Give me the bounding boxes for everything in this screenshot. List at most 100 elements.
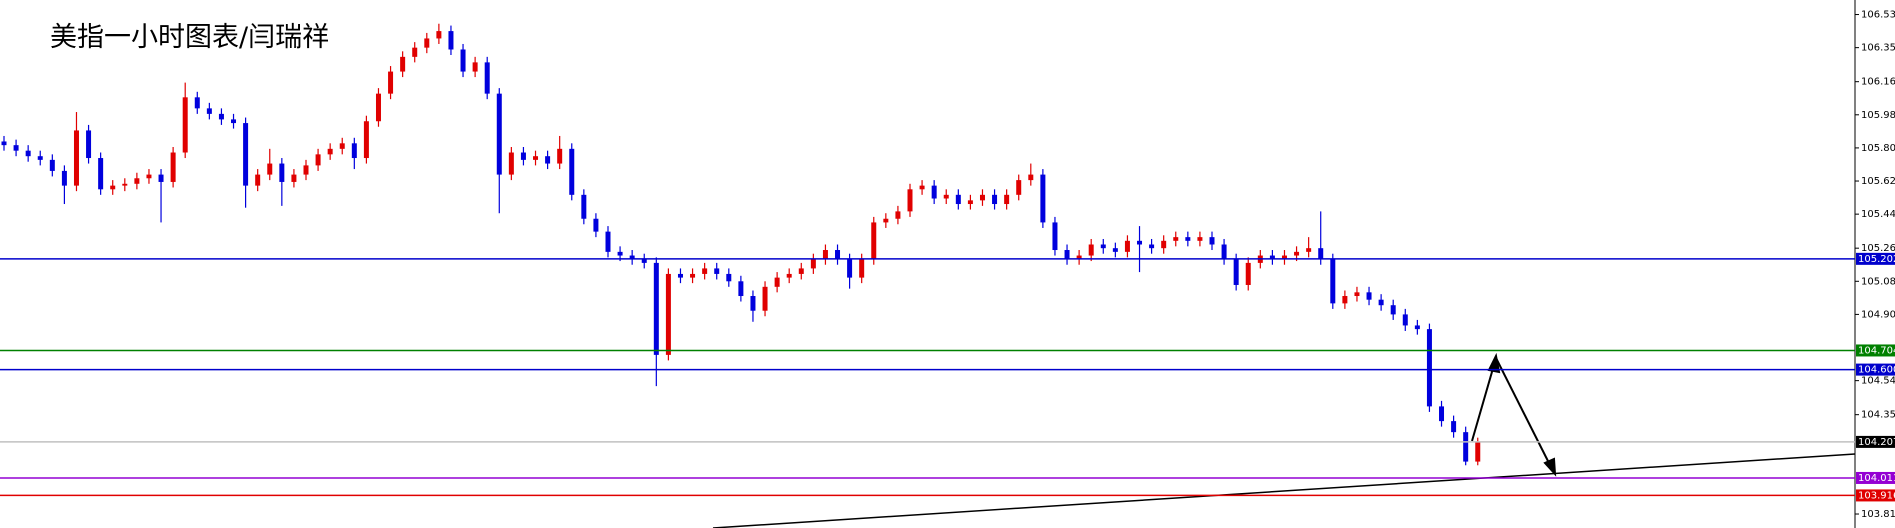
candle-body: [1028, 174, 1034, 181]
y-tick-label: 105.805: [1861, 143, 1895, 154]
candle-body: [690, 273, 696, 278]
candle-body: [798, 268, 804, 274]
candle-body: [1426, 329, 1432, 407]
candle-body: [484, 62, 490, 94]
candle-body: [158, 174, 164, 182]
chart-title: 美指一小时图表/闫瑞祥: [50, 22, 329, 53]
candle-body: [303, 165, 309, 175]
candle-body: [545, 156, 551, 164]
price-level-tag: [1856, 363, 1895, 376]
arrow-up: [1471, 357, 1497, 442]
candle-body: [291, 174, 297, 182]
candle-body: [1330, 259, 1336, 304]
candle-body: [1306, 248, 1312, 252]
candle-body: [1016, 180, 1022, 195]
candle-body: [629, 255, 635, 260]
candle-body: [726, 273, 732, 282]
candle-body: [581, 194, 587, 219]
y-tick-label: 104.355: [1861, 410, 1895, 421]
candle-body: [315, 154, 321, 166]
y-tick-label: 105.625: [1861, 176, 1895, 187]
candle-body: [267, 163, 273, 175]
candle-body: [231, 119, 237, 124]
candle-body: [533, 156, 539, 160]
arrow-down: [1495, 357, 1554, 472]
candle-body: [1076, 255, 1082, 260]
candle-body: [967, 200, 973, 205]
candle-body: [1149, 244, 1155, 249]
candle-body: [388, 71, 394, 94]
candle-body: [1390, 305, 1396, 315]
candle-body: [1221, 244, 1227, 260]
candle-body: [1124, 240, 1130, 252]
candle-body: [1378, 299, 1384, 306]
candle-body: [448, 31, 454, 50]
candle-body: [1366, 292, 1372, 300]
candle-body: [762, 286, 768, 311]
price-level-label: 104.704: [1858, 345, 1895, 356]
candle-body: [25, 150, 31, 157]
y-tick-label: 106.530: [1861, 10, 1895, 21]
candle-body: [134, 178, 140, 184]
y-tick-label: 105.985: [1861, 110, 1895, 121]
candle-body: [883, 218, 889, 223]
candle-body: [13, 145, 19, 151]
candle-body: [98, 158, 104, 190]
candle-body: [677, 273, 683, 278]
candle-body: [979, 194, 985, 201]
candle-body: [617, 251, 623, 256]
candle-body: [412, 47, 418, 57]
candle-body: [907, 189, 913, 212]
price-level-label: 105.202: [1858, 254, 1895, 265]
candle-body: [1064, 250, 1070, 260]
candle-body: [810, 259, 816, 269]
candle-body: [1100, 244, 1106, 249]
candle-body: [424, 38, 430, 48]
candle-body: [61, 170, 67, 186]
candle-body: [665, 273, 671, 355]
candle-body: [1294, 251, 1300, 256]
candle-body: [1318, 248, 1324, 260]
candle-body: [436, 31, 442, 39]
candle-body: [822, 250, 828, 260]
candle-body: [1173, 237, 1179, 241]
candle-body: [170, 152, 176, 182]
candle-body: [847, 259, 853, 278]
candle-body: [400, 56, 406, 72]
candle-body: [218, 113, 224, 120]
candle-body: [363, 121, 369, 159]
candle-body: [1, 141, 7, 146]
candle-body: [1342, 296, 1348, 304]
y-tick-label: 106.165: [1861, 77, 1895, 88]
price-level-tag: [1856, 435, 1895, 448]
candle-body: [992, 194, 998, 205]
candle-body: [593, 218, 599, 232]
y-tick-label: 105.445: [1861, 209, 1895, 220]
candle-body: [86, 130, 92, 159]
candle-body: [1088, 244, 1094, 256]
candle-body: [871, 222, 877, 260]
y-tick-label: 105.260: [1861, 243, 1895, 254]
candle-body: [182, 97, 188, 153]
candle-body: [194, 97, 200, 109]
candle-body: [1354, 292, 1360, 297]
candle-body: [327, 148, 333, 155]
candle-body: [49, 159, 55, 171]
candle-body: [1209, 237, 1215, 245]
y-tick-label: 104.900: [1861, 309, 1895, 320]
candle-body: [702, 268, 708, 274]
candle-body: [1281, 255, 1287, 260]
price-level-label: 104.600: [1858, 365, 1895, 376]
candle-body: [750, 296, 756, 311]
candle-body: [1245, 262, 1251, 285]
candle-body: [653, 262, 659, 355]
candle-body: [351, 143, 357, 159]
candle-body: [1004, 194, 1010, 205]
candle-body: [1185, 237, 1191, 241]
candle-body: [206, 108, 212, 114]
candle-body: [1269, 255, 1275, 260]
candle-body: [919, 185, 925, 190]
candle-body: [122, 183, 128, 186]
price-level-label: 103.916: [1858, 490, 1895, 501]
candle-body: [73, 130, 79, 186]
